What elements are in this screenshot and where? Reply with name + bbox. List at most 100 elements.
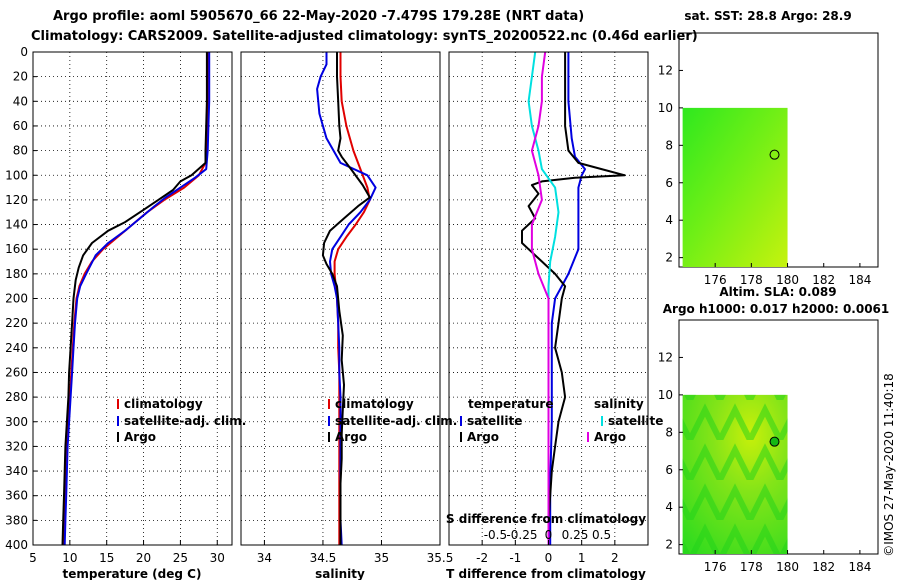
x-tick-label: 25 [173, 551, 188, 565]
series-satellite-adj-clim- [316, 52, 377, 546]
sst-field [682, 107, 788, 267]
y-tick-label: 12 [658, 350, 673, 364]
series-argo [61, 52, 208, 546]
depth-y-ticks: 0 20 40 60 80 100 120 140 160 180 200 220 240 260 280 3… [5, 45, 37, 552]
series-t-argo [521, 52, 626, 545]
sla-field-texture [682, 394, 788, 554]
y-tick-label: 240 [5, 341, 28, 355]
y-tick-label: 10 [658, 388, 673, 402]
y-tick-label: 340 [5, 464, 28, 478]
y-tick-label: 160 [5, 242, 28, 256]
y-tick-label: 4 [665, 213, 673, 227]
sst-map-title: sat. SST: 28.8 Argo: 28.9 [684, 9, 851, 23]
y-tick-label: 40 [13, 94, 28, 108]
difference-x-ticks: -2 -1 0 1 2 [476, 540, 619, 565]
series-t-satellite [549, 52, 586, 545]
title-line-2: Climatology: CARS2009. Satellite-adjuste… [31, 29, 698, 44]
x-tick-label: 35 [374, 551, 389, 565]
sst-map-y-ticks: 2 4 6 8 10 12 [658, 63, 683, 265]
y-tick-label: 4 [665, 500, 673, 514]
top-tick-label: 0.25 [562, 528, 589, 542]
y-tick-label: 10 [658, 101, 673, 115]
x-tick-label: 182 [812, 273, 835, 287]
top-tick-label: -0.25 [506, 528, 537, 542]
y-tick-label: 6 [665, 463, 673, 477]
salinity-panel: 34 34.5 35 35.5 salinity climatology satell… [240, 51, 457, 580]
x-tick-label: 184 [848, 273, 871, 287]
legend-t-satellite: satellite [467, 414, 522, 428]
difference-top-ticks: -0.5 -0.25 0 0.25 0.5 [484, 528, 611, 542]
x-tick-label: 30 [210, 551, 225, 565]
legend-satellite: satellite-adj. clim. [335, 414, 457, 428]
x-tick-label: 2 [611, 551, 619, 565]
y-tick-label: 60 [13, 119, 28, 133]
legend-s-argo: Argo [594, 430, 626, 444]
x-tick-label: 178 [740, 560, 763, 574]
temperature-lines [61, 52, 211, 546]
legend-climatology: climatology [335, 397, 414, 411]
temperature-frame [32, 51, 233, 546]
x-tick-label: 184 [848, 560, 871, 574]
y-tick-label: 20 [13, 70, 28, 84]
title-line-1: Argo profile: aoml 5905670_66 22-May-202… [53, 9, 584, 24]
x-tick-label: -2 [476, 551, 488, 565]
series-climatology [333, 52, 371, 545]
legend-argo: Argo [124, 430, 156, 444]
y-tick-label: 0 [20, 45, 28, 59]
y-tick-label: 8 [665, 425, 673, 439]
difference-xlabel: T difference from climatology [446, 567, 646, 580]
top-tick-label: 0.5 [592, 528, 611, 542]
x-tick-label: 178 [740, 273, 763, 287]
x-tick-label: 34 [257, 551, 272, 565]
y-tick-label: 220 [5, 316, 28, 330]
y-tick-label: 12 [658, 63, 673, 77]
x-tick-label: 176 [704, 273, 727, 287]
x-tick-label: 1 [578, 551, 586, 565]
legend-argo: Argo [335, 430, 367, 444]
y-tick-label: 260 [5, 365, 28, 379]
salinity-lines [316, 52, 377, 546]
legend-climatology: climatology [124, 397, 203, 411]
sst-map-panel: sat. SST: 28.8 Argo: 28.9 176 178 180 182 18… [658, 9, 879, 287]
y-tick-label: 280 [5, 390, 28, 404]
x-tick-label: 20 [136, 551, 151, 565]
y-tick-label: 360 [5, 489, 28, 503]
y-tick-label: 140 [5, 218, 28, 232]
x-tick-label: 180 [776, 273, 799, 287]
y-tick-label: 2 [665, 538, 673, 552]
difference-lines [521, 51, 626, 545]
x-tick-label: 15 [99, 551, 114, 565]
x-tick-label: 10 [62, 551, 77, 565]
temperature-x-ticks: 5 10 15 20 25 30 [29, 540, 225, 565]
y-tick-label: 80 [13, 144, 28, 158]
difference-toplabel: S difference from climatology [446, 512, 646, 526]
x-tick-label: 0 [545, 551, 553, 565]
series-s-argo [530, 51, 550, 545]
salinity-xlabel: salinity [315, 567, 365, 580]
y-tick-label: 8 [665, 138, 673, 152]
series-argo [321, 52, 371, 545]
float-marker [769, 149, 780, 160]
x-tick-label: 34.5 [310, 551, 337, 565]
salinity-legend: climatology satellite-adj. clim. Argo [328, 397, 457, 444]
temperature-grid [32, 51, 232, 546]
x-tick-label: 176 [704, 560, 727, 574]
x-tick-label: 182 [812, 560, 835, 574]
y-tick-label: 380 [5, 513, 28, 527]
y-tick-label: 200 [5, 292, 28, 306]
legend-s-satellite: satellite [608, 414, 663, 428]
legend-temperature-title: temperature [468, 397, 553, 411]
legend-t-argo: Argo [467, 430, 499, 444]
sla-map-x-ticks: 176 178 180 182 184 [704, 550, 871, 574]
series-satellite-adj-clim- [63, 52, 211, 546]
y-tick-label: 300 [5, 415, 28, 429]
temperature-panel: 5 10 15 20 25 30 0 20 40 60 80 100 120 140 160 180 200 2… [5, 45, 246, 580]
x-tick-label: -1 [509, 551, 521, 565]
difference-legend: temperature salinity satellite Argo sate… [460, 397, 663, 444]
sla-map-panel: Altim. SLA: 0.089 Argo h1000: 0.017 h200… [658, 285, 890, 574]
temperature-xlabel: temperature (deg C) [63, 567, 202, 580]
x-tick-label: 5 [29, 551, 37, 565]
salinity-x-ticks: 34 34.5 35 35.5 [257, 540, 453, 565]
sla-map-title: Altim. SLA: 0.089 [719, 285, 836, 299]
